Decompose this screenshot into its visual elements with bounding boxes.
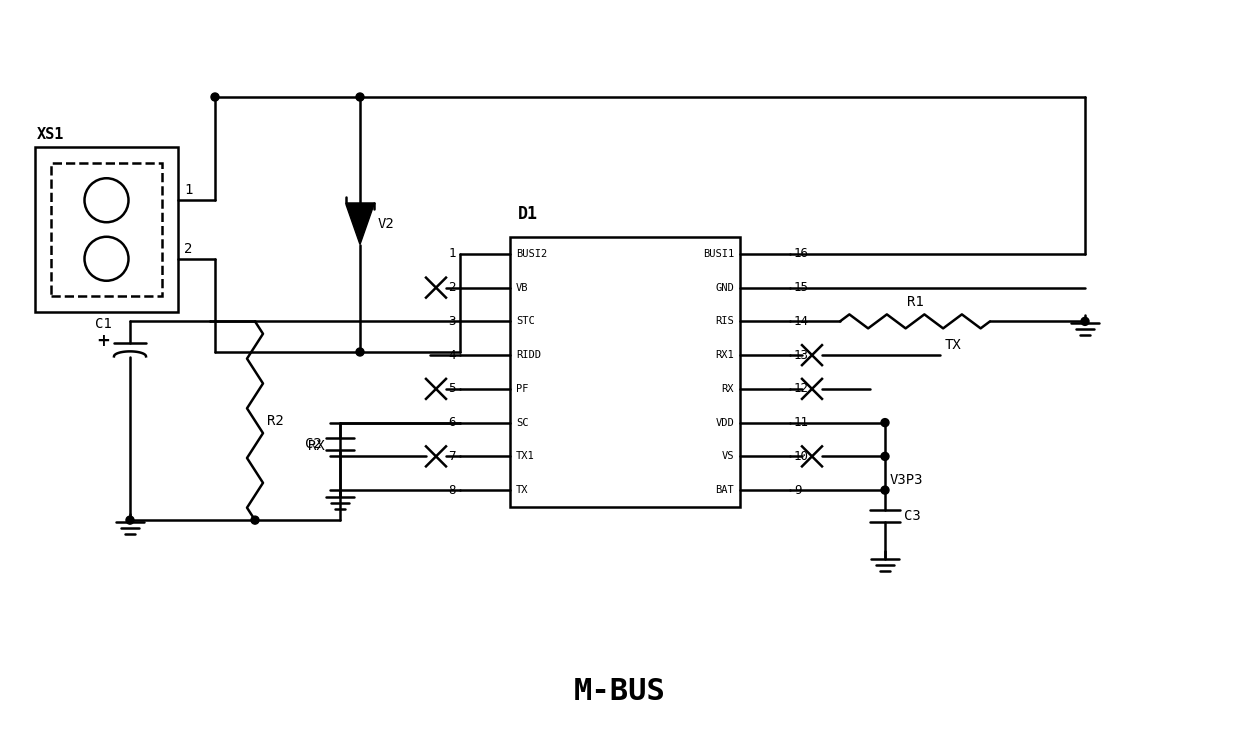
Text: 14: 14 <box>794 315 808 328</box>
Bar <box>51 163 162 296</box>
Polygon shape <box>346 205 374 244</box>
Text: RIS: RIS <box>715 317 734 326</box>
Circle shape <box>880 486 889 494</box>
Text: 16: 16 <box>794 247 808 261</box>
Text: RX1: RX1 <box>715 350 734 360</box>
Text: 15: 15 <box>794 281 808 294</box>
Text: D1: D1 <box>518 205 538 223</box>
Circle shape <box>211 93 219 101</box>
Text: GND: GND <box>715 282 734 293</box>
Circle shape <box>250 516 259 524</box>
Text: 10: 10 <box>794 450 808 463</box>
Text: 4: 4 <box>449 349 456 362</box>
Text: 12: 12 <box>794 382 808 395</box>
Bar <box>35 147 179 312</box>
Text: V3P3: V3P3 <box>890 473 924 487</box>
Circle shape <box>880 453 889 460</box>
Text: RX: RX <box>722 384 734 394</box>
Text: C3: C3 <box>904 509 921 523</box>
Circle shape <box>1081 317 1089 326</box>
Bar <box>510 237 740 507</box>
Text: VB: VB <box>516 282 528 293</box>
Circle shape <box>356 93 365 101</box>
Text: C1: C1 <box>95 317 112 332</box>
Text: 11: 11 <box>794 416 808 429</box>
Text: 5: 5 <box>449 382 456 395</box>
Text: R2: R2 <box>267 414 284 428</box>
Circle shape <box>880 418 889 427</box>
Text: 7: 7 <box>449 450 456 463</box>
Text: 2: 2 <box>184 242 192 255</box>
Text: C2: C2 <box>305 437 322 450</box>
Text: TX: TX <box>945 338 962 352</box>
Text: M-BUS: M-BUS <box>574 678 666 707</box>
Text: SC: SC <box>516 418 528 427</box>
Circle shape <box>126 516 134 524</box>
Text: 3: 3 <box>449 315 456 328</box>
Text: RX: RX <box>309 439 325 453</box>
Text: RIDD: RIDD <box>516 350 541 360</box>
Text: 1: 1 <box>184 183 192 197</box>
Text: PF: PF <box>516 384 528 394</box>
Text: VDD: VDD <box>715 418 734 427</box>
Text: 2: 2 <box>449 281 456 294</box>
Text: R1: R1 <box>906 295 924 309</box>
Text: 6: 6 <box>449 416 456 429</box>
Text: TX1: TX1 <box>516 451 534 462</box>
Circle shape <box>356 348 365 356</box>
Text: TX: TX <box>516 485 528 495</box>
Text: BAT: BAT <box>715 485 734 495</box>
Text: BUSI2: BUSI2 <box>516 249 547 259</box>
Text: +: + <box>97 332 110 350</box>
Text: 8: 8 <box>449 483 456 497</box>
Text: 13: 13 <box>794 349 808 362</box>
Text: 9: 9 <box>794 483 801 497</box>
Text: BUSI1: BUSI1 <box>703 249 734 259</box>
Text: 1: 1 <box>449 247 456 261</box>
Text: V2: V2 <box>378 217 394 232</box>
Text: VS: VS <box>722 451 734 462</box>
Text: XS1: XS1 <box>37 127 64 142</box>
Text: STC: STC <box>516 317 534 326</box>
